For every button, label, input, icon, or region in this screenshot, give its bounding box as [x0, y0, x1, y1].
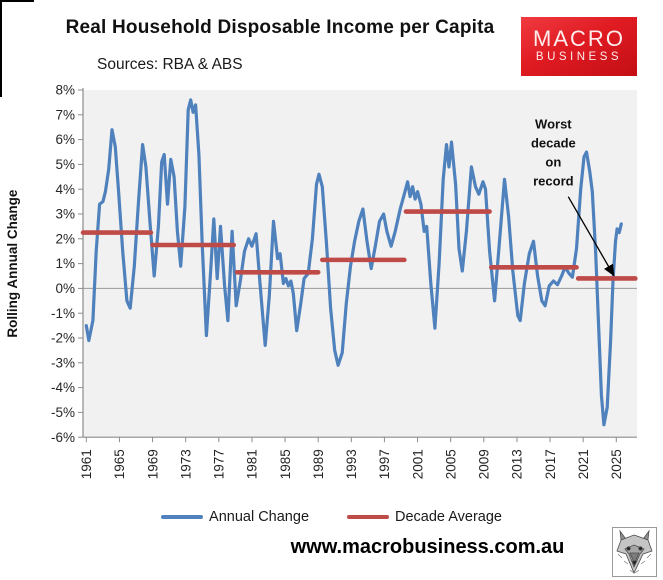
y-tick-label: -2% — [51, 331, 75, 346]
x-tick-label: 2001 — [410, 449, 425, 479]
y-tick-label: -1% — [51, 306, 75, 321]
annotation-text-line: on — [545, 155, 561, 170]
page-title: Real Household Disposable Income per Cap… — [65, 17, 495, 38]
annotation-text-line: decade — [531, 136, 576, 151]
logo-text-business: BUSINESS — [535, 51, 623, 63]
x-tick-label: 2017 — [543, 449, 558, 479]
y-tick-label: 5% — [55, 157, 75, 172]
x-tick-label: 2021 — [576, 449, 591, 479]
edge-artifact-left — [0, 0, 2, 97]
y-tick-label: -5% — [51, 405, 75, 420]
legend-swatch-blue-line — [161, 514, 204, 520]
legend-label-decade-average: Decade Average — [395, 509, 502, 525]
y-tick-label: 2% — [55, 231, 75, 246]
wolf-logo — [612, 527, 657, 580]
chart-legend: Annual Change Decade Average — [0, 509, 663, 525]
y-tick-label: 1% — [55, 256, 75, 271]
chart-subtitle: Sources: RBA & ABS — [97, 56, 243, 73]
edge-artifact-top — [0, 0, 34, 2]
wolf-logo-image — [612, 527, 657, 577]
x-tick-label: 1997 — [377, 449, 392, 479]
footer: www.macrobusiness.com.au — [0, 527, 663, 580]
y-tick-label: 0% — [55, 281, 75, 296]
x-tick-label: 2013 — [510, 449, 525, 479]
x-tick-label: 2025 — [609, 449, 624, 479]
x-tick-label: 1977 — [212, 449, 227, 479]
footer-url: www.macrobusiness.com.au — [290, 536, 565, 558]
y-tick-label: -4% — [51, 380, 75, 395]
y-tick-label: 7% — [55, 107, 75, 122]
x-tick-label: 1973 — [178, 449, 193, 479]
x-tick-label: 1985 — [278, 449, 293, 479]
legend-label-annual-change: Annual Change — [209, 509, 310, 525]
x-tick-label: 1969 — [145, 449, 160, 479]
legend-swatch-red-line — [347, 514, 390, 520]
legend-item-decade-average: Decade Average — [347, 509, 502, 525]
x-tick-label: 2005 — [443, 449, 458, 479]
legend-item-annual-change: Annual Change — [161, 509, 309, 525]
y-tick-label: -3% — [51, 355, 75, 370]
y-tick-label: 8% — [55, 83, 75, 98]
plot-area — [83, 90, 637, 438]
y-tick-label: 4% — [55, 182, 75, 197]
logo-text-macro: MACRO — [533, 26, 625, 51]
annotation-text-line: record — [533, 174, 574, 189]
y-tick-label: 6% — [55, 132, 75, 147]
annotation-text-line: Worst — [535, 116, 572, 131]
x-tick-label: 1993 — [344, 449, 359, 479]
x-tick-label: 1961 — [79, 449, 94, 479]
annotation-arrow — [567, 196, 615, 277]
y-axis-title: Rolling Annual Change — [5, 189, 20, 337]
y-tick-label: 3% — [55, 207, 75, 222]
y-tick-label: -6% — [51, 430, 75, 445]
x-tick-label: 2009 — [477, 449, 492, 479]
x-tick-label: 1981 — [245, 449, 260, 479]
x-tick-label: 1989 — [311, 449, 326, 479]
macrobusiness-logo: MACRO BUSINESS — [521, 17, 637, 76]
annual-change-line — [84, 98, 623, 427]
x-tick-label: 1965 — [112, 449, 127, 479]
